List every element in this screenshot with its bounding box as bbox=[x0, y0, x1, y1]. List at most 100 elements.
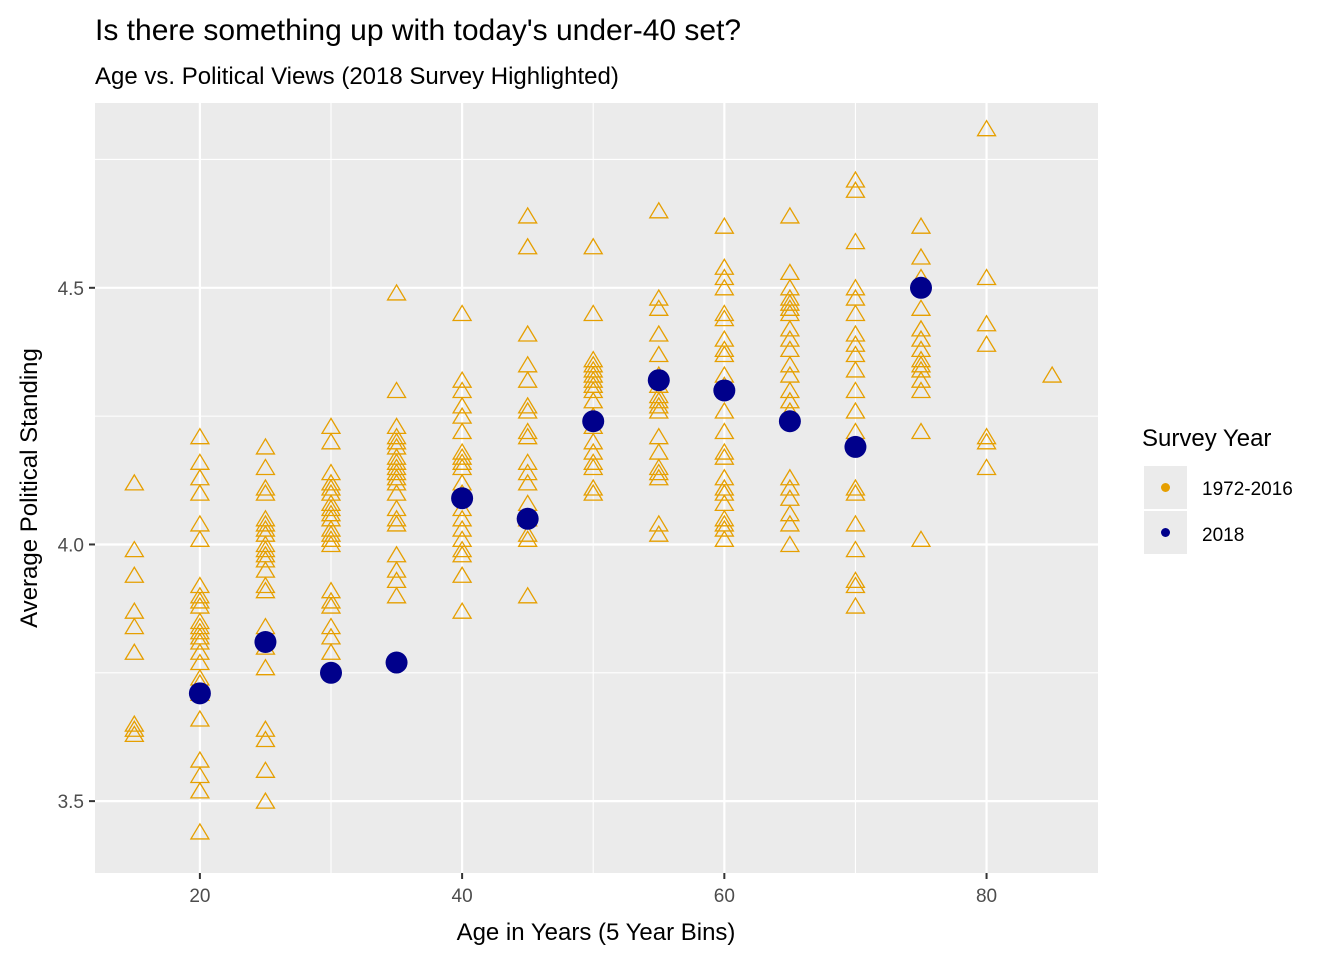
data-point-triangle bbox=[255, 483, 276, 501]
data-point-triangle bbox=[779, 468, 801, 486]
data-point-triangle bbox=[255, 658, 276, 676]
data-point-triangle bbox=[451, 601, 473, 619]
data-point-triangle bbox=[517, 524, 538, 542]
data-point-triangle bbox=[320, 596, 342, 614]
data-point-triangle bbox=[845, 576, 866, 594]
data-point-triangle bbox=[517, 473, 538, 491]
data-point-triangle bbox=[845, 401, 866, 419]
data-point-triangle bbox=[386, 586, 407, 604]
data-point-triangle bbox=[648, 345, 669, 363]
data-point-triangle bbox=[255, 730, 276, 748]
data-point-triangle bbox=[320, 432, 342, 450]
data-point-triangle bbox=[910, 247, 932, 265]
data-point-triangle bbox=[648, 396, 669, 414]
data-point-triangle bbox=[845, 278, 866, 296]
data-point-triangle bbox=[1041, 365, 1063, 383]
data-point-triangle bbox=[320, 591, 342, 609]
legend-swatch-2018 bbox=[1161, 528, 1170, 537]
data-point-triangle bbox=[320, 530, 342, 547]
data-point-triangle bbox=[714, 401, 735, 419]
data-point-triangle bbox=[779, 329, 801, 347]
data-point-triangle bbox=[714, 483, 735, 501]
data-point-triangle bbox=[255, 514, 276, 532]
data-point-triangle bbox=[910, 216, 932, 234]
data-point-triangle bbox=[779, 504, 801, 522]
data-point-triangle bbox=[189, 622, 211, 640]
data-point-triangle bbox=[910, 350, 932, 368]
data-point-triangle bbox=[386, 427, 407, 445]
data-point-triangle bbox=[451, 304, 473, 322]
data-point-triangle bbox=[845, 360, 866, 378]
data-point-triangle bbox=[648, 324, 669, 342]
data-point-triangle bbox=[648, 468, 669, 486]
data-point-triangle bbox=[648, 391, 669, 409]
data-point-triangle bbox=[779, 381, 801, 399]
data-point-triangle bbox=[845, 232, 866, 250]
data-point-triangle bbox=[910, 381, 932, 399]
data-point-triangle bbox=[714, 519, 735, 537]
data-point-circle bbox=[844, 435, 867, 458]
data-point-triangle bbox=[976, 314, 997, 332]
data-point-triangle bbox=[714, 268, 735, 286]
x-axis-title: Age in Years (5 Year Bins) bbox=[457, 919, 736, 946]
y-tick-label: 4.5 bbox=[58, 279, 84, 300]
data-point-triangle bbox=[583, 370, 604, 388]
data-point-triangle bbox=[583, 458, 604, 476]
data-point-triangle bbox=[124, 540, 145, 558]
data-point-triangle bbox=[714, 509, 735, 527]
data-point-triangle bbox=[124, 643, 145, 660]
data-point-triangle bbox=[714, 309, 735, 327]
data-point-triangle bbox=[845, 514, 866, 532]
data-point-circle bbox=[385, 651, 408, 674]
data-point-triangle bbox=[976, 119, 997, 137]
data-point-triangle bbox=[845, 483, 866, 501]
data-point-triangle bbox=[189, 530, 211, 547]
data-point-triangle bbox=[320, 643, 342, 660]
y-tick-label: 4.0 bbox=[58, 535, 84, 556]
data-point-triangle bbox=[255, 761, 276, 778]
data-point-triangle bbox=[583, 304, 604, 322]
data-point-circle bbox=[320, 661, 342, 684]
data-point-triangle bbox=[845, 571, 866, 589]
data-point-circle bbox=[254, 631, 277, 653]
data-point-triangle bbox=[845, 478, 866, 496]
data-point-triangle bbox=[845, 324, 866, 342]
data-point-circle bbox=[778, 410, 801, 433]
data-point-triangle bbox=[255, 791, 276, 809]
data-point-circle bbox=[582, 410, 605, 433]
data-point-triangle bbox=[714, 345, 735, 363]
data-point-triangle bbox=[386, 463, 407, 481]
data-point-triangle bbox=[845, 540, 866, 558]
data-point-triangle bbox=[714, 258, 735, 275]
data-point-triangle bbox=[779, 514, 801, 532]
data-point-triangle bbox=[451, 566, 473, 583]
data-point-triangle bbox=[845, 381, 866, 399]
data-point-triangle bbox=[714, 278, 735, 296]
data-point-triangle bbox=[189, 632, 211, 650]
data-point-triangle bbox=[451, 519, 473, 537]
data-point-triangle bbox=[517, 530, 538, 547]
data-point-triangle bbox=[517, 370, 538, 388]
data-point-triangle bbox=[910, 370, 932, 388]
data-point-triangle bbox=[189, 822, 211, 840]
data-point-triangle bbox=[517, 324, 538, 342]
data-point-triangle bbox=[386, 560, 407, 578]
series-2018 bbox=[188, 276, 932, 705]
legend: Survey Year 1972-2016 2018 bbox=[1142, 425, 1293, 554]
data-point-triangle bbox=[386, 473, 407, 491]
data-point-triangle bbox=[845, 170, 866, 188]
plot-panel bbox=[95, 103, 1098, 873]
x-tick-label: 60 bbox=[714, 886, 735, 907]
data-point-triangle bbox=[845, 596, 866, 614]
chart-subtitle: Age vs. Political Views (2018 Survey Hig… bbox=[95, 63, 619, 90]
data-point-circle bbox=[910, 276, 932, 299]
data-point-triangle bbox=[320, 535, 342, 553]
data-point-triangle bbox=[124, 566, 145, 583]
data-point-triangle bbox=[320, 473, 342, 491]
data-point-triangle bbox=[910, 329, 932, 347]
data-point-triangle bbox=[189, 483, 211, 501]
data-point-triangle bbox=[124, 725, 145, 743]
series-1972-2016 bbox=[124, 119, 1063, 840]
x-tick-label: 20 bbox=[189, 886, 210, 907]
